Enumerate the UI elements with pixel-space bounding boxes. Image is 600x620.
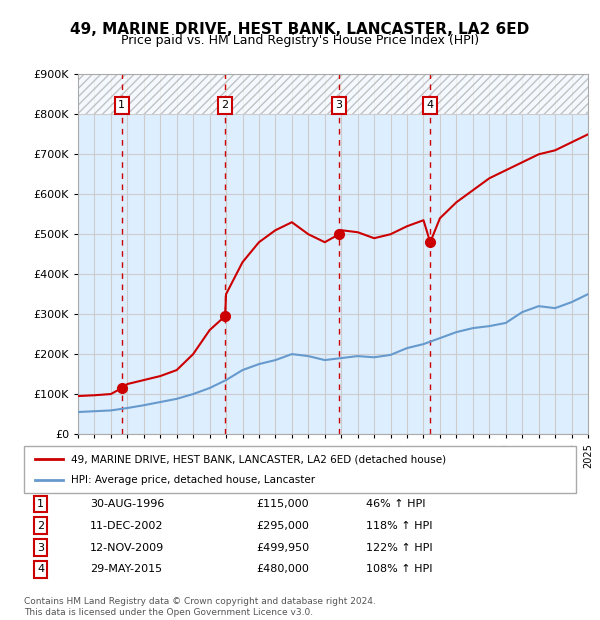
Text: Contains HM Land Registry data © Crown copyright and database right 2024.
This d: Contains HM Land Registry data © Crown c… — [24, 598, 376, 617]
Text: 30-AUG-1996: 30-AUG-1996 — [90, 499, 164, 509]
Text: 12-NOV-2009: 12-NOV-2009 — [90, 542, 164, 552]
FancyBboxPatch shape — [24, 446, 576, 493]
Text: 4: 4 — [37, 564, 44, 574]
Text: 3: 3 — [335, 100, 343, 110]
Text: 2: 2 — [37, 521, 44, 531]
Text: £480,000: £480,000 — [256, 564, 309, 574]
Text: 118% ↑ HPI: 118% ↑ HPI — [366, 521, 433, 531]
Text: 4: 4 — [427, 100, 434, 110]
Text: £499,950: £499,950 — [256, 542, 309, 552]
Text: 49, MARINE DRIVE, HEST BANK, LANCASTER, LA2 6ED: 49, MARINE DRIVE, HEST BANK, LANCASTER, … — [70, 22, 530, 37]
Text: 2: 2 — [221, 100, 229, 110]
Text: Price paid vs. HM Land Registry's House Price Index (HPI): Price paid vs. HM Land Registry's House … — [121, 34, 479, 47]
Text: 108% ↑ HPI: 108% ↑ HPI — [366, 564, 433, 574]
Text: HPI: Average price, detached house, Lancaster: HPI: Average price, detached house, Lanc… — [71, 475, 315, 485]
Text: £115,000: £115,000 — [256, 499, 308, 509]
Text: 3: 3 — [37, 542, 44, 552]
Text: £295,000: £295,000 — [256, 521, 309, 531]
Text: 1: 1 — [37, 499, 44, 509]
Text: 1: 1 — [118, 100, 125, 110]
Text: 11-DEC-2002: 11-DEC-2002 — [90, 521, 164, 531]
Text: 46% ↑ HPI: 46% ↑ HPI — [366, 499, 426, 509]
Text: 122% ↑ HPI: 122% ↑ HPI — [366, 542, 433, 552]
Text: 29-MAY-2015: 29-MAY-2015 — [90, 564, 163, 574]
Text: 49, MARINE DRIVE, HEST BANK, LANCASTER, LA2 6ED (detached house): 49, MARINE DRIVE, HEST BANK, LANCASTER, … — [71, 454, 446, 464]
